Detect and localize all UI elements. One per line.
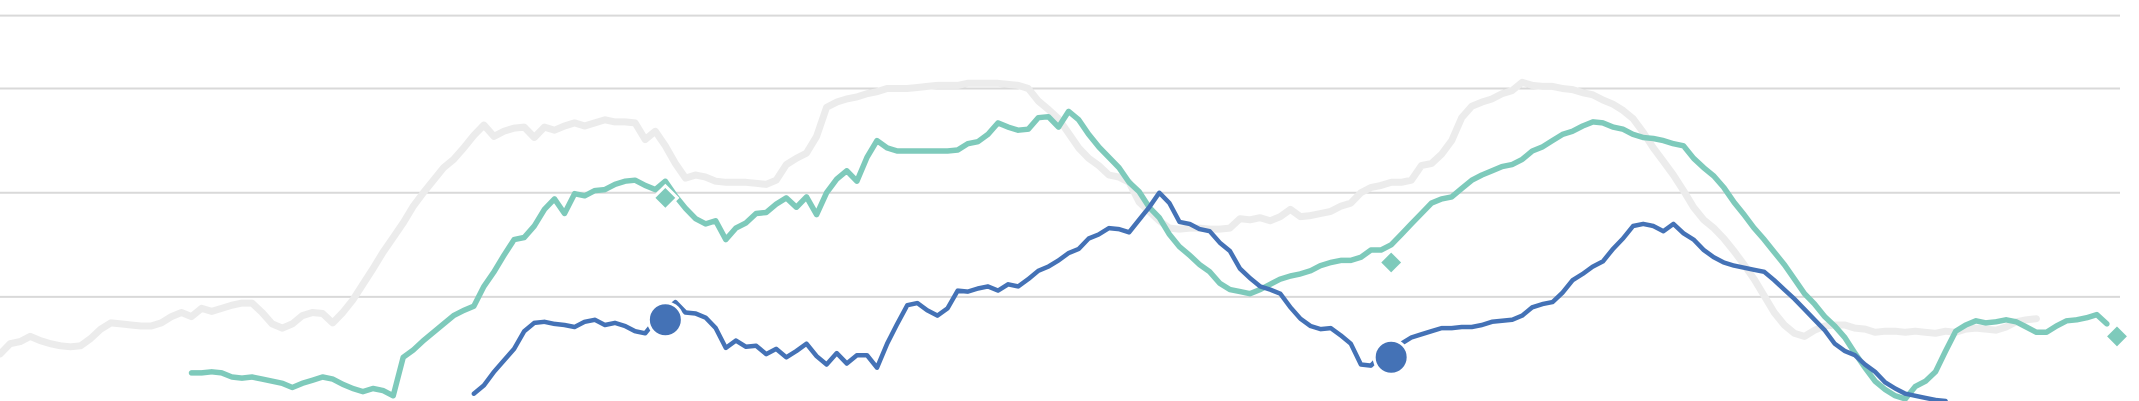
series-2-marker-2 (1377, 248, 1406, 277)
series-2-marker-1 (651, 183, 680, 213)
series-3-marker-2 (1372, 338, 1410, 376)
series-lines (0, 78, 2110, 401)
series-line-1 (0, 78, 2040, 358)
series-line-2 (188, 108, 2110, 401)
series-3-marker-1 (646, 301, 684, 339)
series-2-marker-3 (2102, 322, 2132, 351)
series-line-3 (471, 190, 1948, 401)
gridlines (0, 14, 2120, 298)
series-markers (646, 183, 2132, 376)
